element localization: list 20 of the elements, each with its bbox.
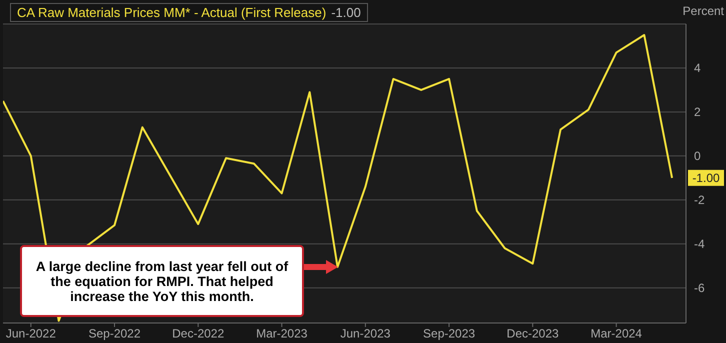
y-tick-label: -2 [694, 193, 705, 208]
y-tick-label: -6 [694, 281, 705, 296]
x-tick-label: Mar-2024 [590, 326, 642, 341]
x-tick-label: Dec-2023 [506, 326, 560, 341]
y-tick-label: -4 [694, 237, 705, 252]
data-label: -1.00 [692, 170, 720, 185]
y-axis-title: Percent [682, 4, 725, 18]
y-tick-label: 4 [694, 61, 701, 76]
x-tick-label: Jun-2022 [6, 326, 56, 341]
y-tick-label: 0 [694, 149, 701, 164]
x-tick-label: Dec-2022 [172, 326, 224, 341]
line-series [3, 34, 674, 322]
text: CA Raw Materials Prices MM* - Actual (First Release) [17, 5, 326, 20]
x-tick-label: Sep-2022 [88, 326, 141, 341]
x-tick-label: Jun-2023 [340, 326, 391, 341]
x-tick-label: Mar-2023 [256, 326, 308, 341]
y-tick-label: 2 [694, 105, 701, 120]
text: -1.00 [331, 5, 361, 20]
x-tick-label: Sep-2023 [423, 326, 476, 341]
annotation: A large decline from last year fell out of the equation for RMPI. That helped increase the YoY this month. [20, 245, 304, 317]
